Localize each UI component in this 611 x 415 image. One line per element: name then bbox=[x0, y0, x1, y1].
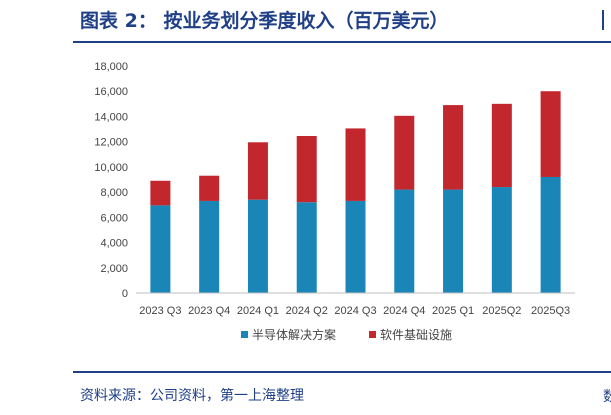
x-tick-label: 2024 Q2 bbox=[286, 305, 328, 317]
bar-semiconductor bbox=[247, 199, 268, 293]
bar-software bbox=[540, 91, 561, 177]
y-tick-label: 14,000 bbox=[94, 111, 128, 123]
x-tick-label: 2025Q3 bbox=[531, 305, 570, 317]
y-tick-label: 8,000 bbox=[100, 187, 128, 199]
y-tick-label: 6,000 bbox=[100, 212, 128, 224]
y-tick-label: 10,000 bbox=[94, 162, 128, 174]
legend-label-semiconductor: 半导体解决方案 bbox=[252, 327, 336, 342]
bar-semiconductor bbox=[150, 205, 171, 293]
bar-semiconductor bbox=[394, 189, 415, 293]
bar-semiconductor bbox=[540, 176, 561, 293]
y-tick-label: 16,000 bbox=[94, 86, 128, 98]
x-tick-label: 2024 Q1 bbox=[237, 305, 279, 317]
x-tick-label: 2023 Q4 bbox=[188, 305, 230, 317]
x-tick-label: 2024 Q3 bbox=[334, 305, 376, 317]
bar-semiconductor bbox=[491, 187, 512, 293]
footer-rule bbox=[73, 371, 611, 373]
y-tick-label: 4,000 bbox=[100, 238, 128, 250]
bar-semiconductor bbox=[296, 202, 317, 293]
x-tick-label: 2025 Q1 bbox=[432, 305, 474, 317]
page-edge-text: 数 bbox=[603, 389, 611, 405]
x-tick-label: 2024 Q4 bbox=[383, 305, 425, 317]
bar-semiconductor bbox=[443, 189, 464, 293]
bar-software bbox=[150, 180, 171, 206]
title-rule bbox=[73, 41, 611, 43]
bar-software bbox=[345, 128, 366, 201]
y-tick-label: 12,000 bbox=[94, 137, 128, 149]
bar-software bbox=[199, 175, 220, 201]
bar-semiconductor bbox=[345, 200, 366, 293]
bar-software bbox=[491, 103, 512, 188]
legend-label-software: 软件基础设施 bbox=[380, 328, 452, 342]
legend-swatch-software bbox=[369, 331, 376, 338]
page-edge-mark bbox=[602, 10, 611, 30]
stacked-bar-chart: 0 2,000 4,000 6,000 8,000 10,000 12,000 14,000 1… bbox=[94, 61, 575, 342]
bar-software bbox=[296, 135, 317, 203]
y-tick-label: 0 bbox=[122, 288, 128, 300]
x-tick-label: 2025Q2 bbox=[482, 305, 521, 317]
y-tick-label: 18,000 bbox=[94, 61, 128, 73]
source-note: 资料来源：公司资料，第一上海整理 bbox=[80, 388, 304, 404]
legend-swatch-semiconductor bbox=[241, 331, 248, 338]
bar-software bbox=[247, 142, 268, 200]
y-tick-label: 2,000 bbox=[100, 263, 128, 275]
bar-semiconductor bbox=[199, 200, 220, 293]
chart-title: 图表 2： 按业务划分季度收入（百万美元） bbox=[80, 10, 449, 32]
bar-software bbox=[443, 105, 464, 190]
bar-software bbox=[394, 115, 415, 190]
x-tick-label: 2023 Q3 bbox=[139, 305, 181, 317]
